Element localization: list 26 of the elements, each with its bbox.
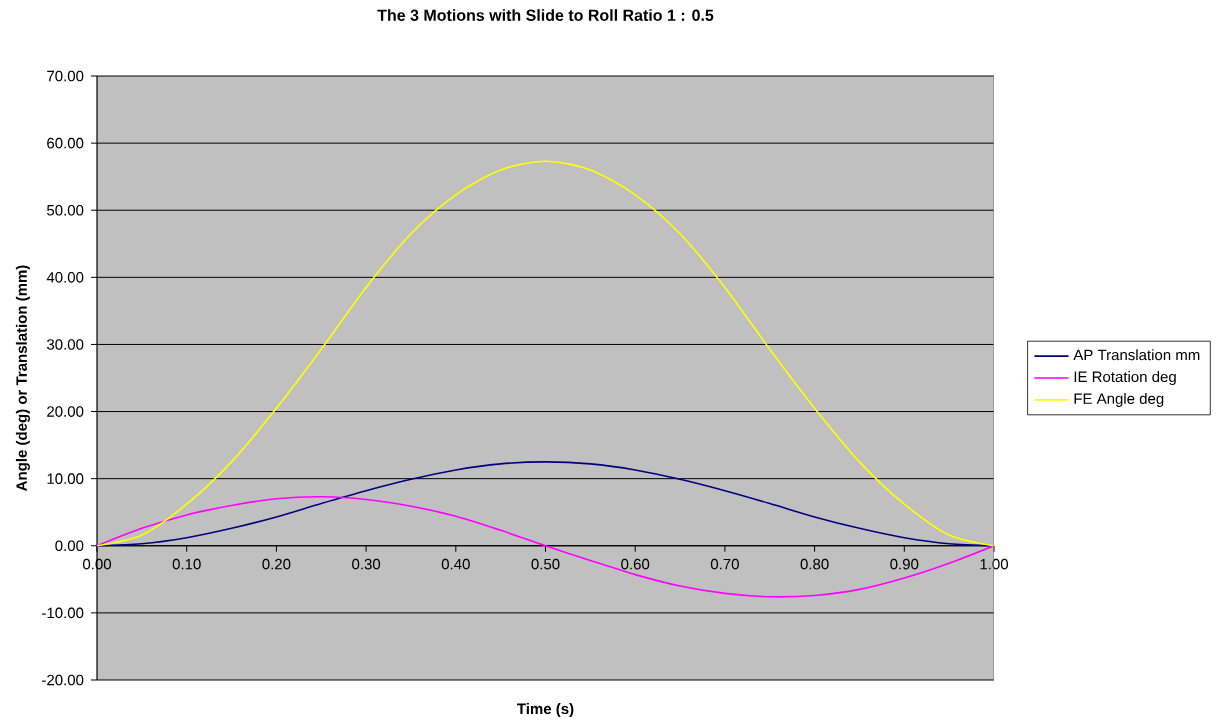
legend-label: IE Rotation deg — [1074, 371, 1176, 386]
x-tick-label: 0.80 — [800, 558, 829, 570]
y-tick-label: -20.00 — [42, 674, 84, 686]
legend-label: FE Angle deg — [1074, 392, 1164, 407]
chart-title: The 3 Motions with Slide to Roll Ratio 1 : 0.5 — [377, 9, 714, 21]
x-tick-label: 0.30 — [352, 558, 381, 570]
y-tick-label: 20.00 — [47, 406, 84, 417]
y-tick-label: -10.00 — [42, 607, 84, 619]
x-tick-label: 0.40 — [441, 558, 470, 570]
y-tick-label: 60.00 — [47, 137, 84, 149]
x-tick-label: 0.90 — [890, 558, 919, 570]
y-tick-label: 10.00 — [47, 473, 84, 484]
y-tick-label: 30.00 — [46, 339, 84, 350]
x-tick-label: 0.10 — [172, 558, 201, 570]
y-tick-label: 70.00 — [47, 70, 84, 82]
y-tick-label: 40.00 — [46, 272, 84, 283]
x-axis-title: Time (s) — [517, 703, 574, 718]
x-tick-label: 0.60 — [621, 558, 650, 570]
y-tick-label: 0.00 — [55, 540, 84, 552]
x-tick-label: 0.70 — [710, 558, 739, 570]
x-tick-label: 0.50 — [531, 558, 560, 570]
x-tick-label: 1.00 — [980, 558, 1008, 570]
y-tick-label: 50.00 — [47, 204, 84, 216]
y-axis-title: Angle (deg) or Translation (mm) — [15, 265, 30, 491]
legend-label: AP Translation mm — [1073, 349, 1200, 361]
x-tick-label: 0.20 — [262, 558, 291, 570]
